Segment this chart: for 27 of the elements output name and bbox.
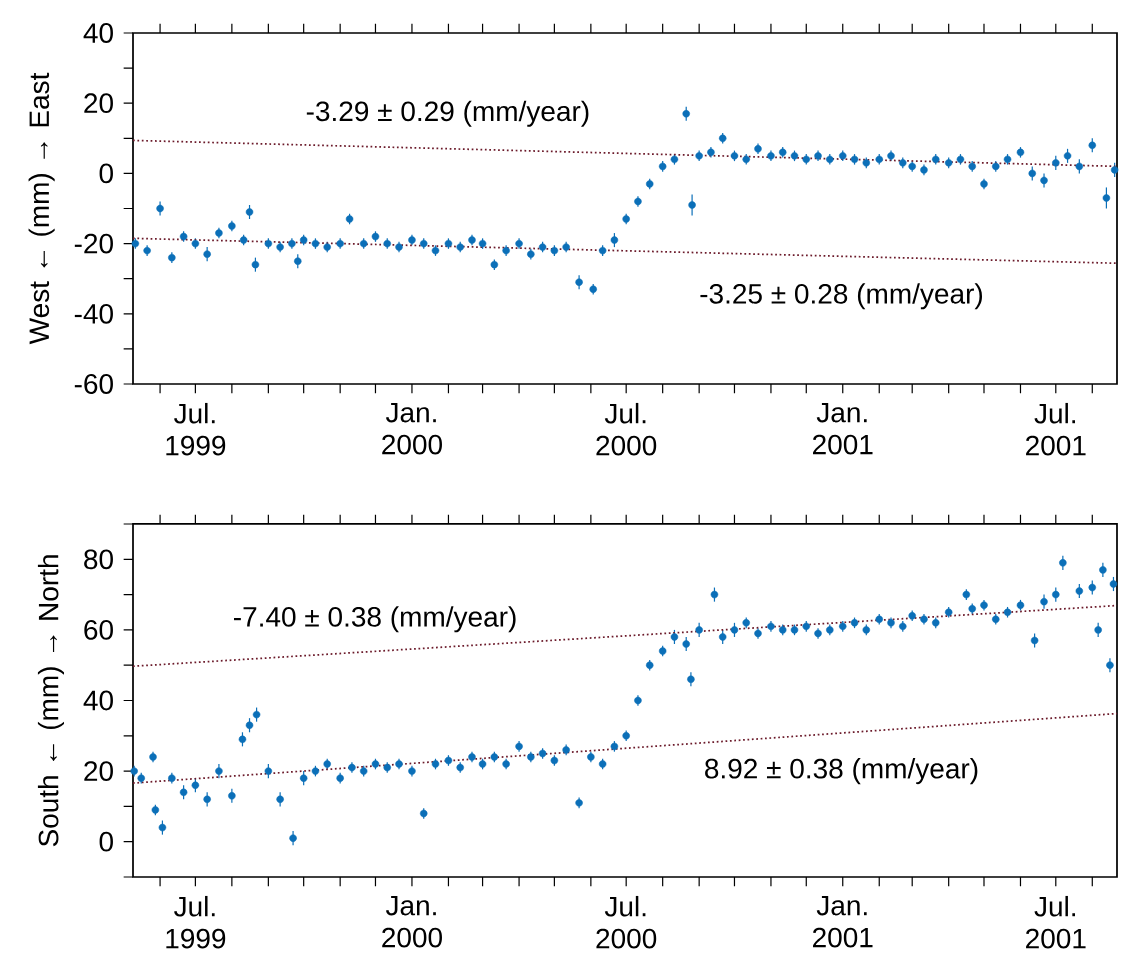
annotation: -7.40 ± 0.38 (mm/year) bbox=[234, 606, 516, 633]
y-tick-label: 20 bbox=[84, 761, 113, 782]
x-tick-label: Jan. 2000 bbox=[382, 402, 442, 455]
x-tick-label: Jul. 1999 bbox=[166, 402, 226, 456]
x-tick-label: Jan. 2001 bbox=[813, 895, 873, 948]
x-tick-label: Jul. 2000 bbox=[596, 895, 657, 949]
y-tick-label: 80 bbox=[84, 549, 113, 570]
x-tick-label: Jan. 2000 bbox=[382, 895, 442, 948]
x-tick-label: Jul. 2000 bbox=[596, 402, 657, 456]
y-tick-label: 40 bbox=[83, 23, 113, 43]
y-tick-label: 60 bbox=[84, 619, 113, 640]
annotation: 8.92 ± 0.38 (mm/year) bbox=[705, 758, 978, 785]
annotation: -3.25 ± 0.28 (mm/year) bbox=[700, 283, 982, 310]
y-tick-label: -60 bbox=[74, 374, 113, 394]
annotation: -3.29 ± 0.29 (mm/year) bbox=[306, 100, 589, 127]
x-tick-label: Jan. 2001 bbox=[813, 402, 873, 455]
y-axis-title: West ← (mm) → East bbox=[28, 72, 55, 345]
y-tick-label: 0 bbox=[99, 831, 113, 852]
y-tick-label: 20 bbox=[84, 93, 113, 114]
x-tick-label: Jul. 1999 bbox=[166, 895, 226, 949]
y-tick-label: 0 bbox=[99, 163, 113, 184]
x-tick-label: Jul. 2001 bbox=[1026, 895, 1086, 949]
y-tick-label: -20 bbox=[74, 233, 113, 254]
y-axis-title: South ← (mm) → North bbox=[37, 555, 64, 847]
y-tick-label: 40 bbox=[83, 690, 113, 711]
y-tick-label: -40 bbox=[74, 303, 113, 324]
x-tick-label: Jul. 2001 bbox=[1026, 402, 1086, 456]
